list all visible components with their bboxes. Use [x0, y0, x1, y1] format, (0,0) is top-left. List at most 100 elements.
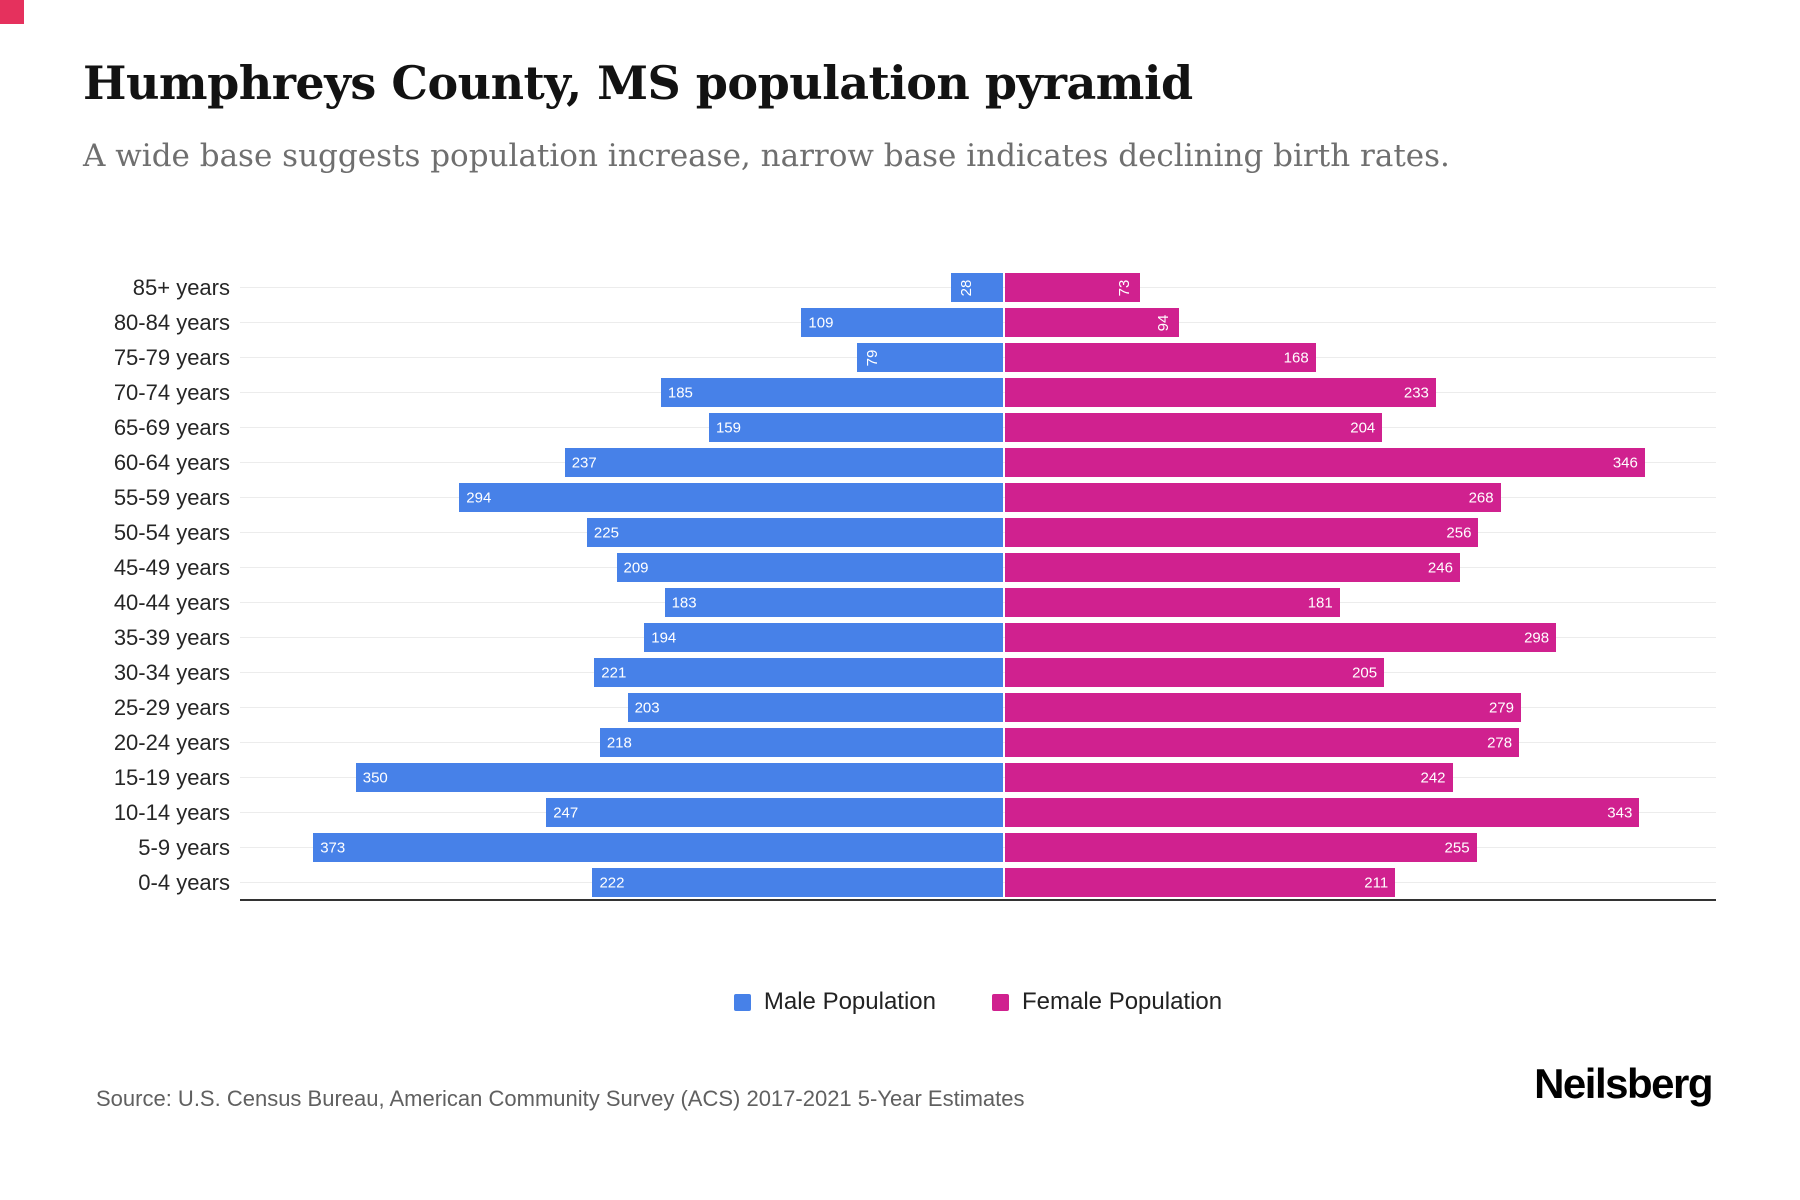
legend-item-male[interactable]: Male Population [733, 988, 936, 1016]
male-bar-value: 221 [601, 664, 627, 681]
age-group-label: 30-34 years [113, 660, 230, 685]
pyramid-rows: 28 73 109 94 79 168 185 233 159 204 237 346 294 268 22… [240, 270, 1716, 901]
x-axis-line [240, 899, 1716, 901]
male-legend-label: Male Population [763, 988, 936, 1015]
age-group-label: 15-19 years [113, 765, 230, 790]
female-bar-value: 343 [1607, 804, 1633, 821]
female-bar-value: 242 [1420, 769, 1446, 786]
male-bar-value: 79 [863, 349, 881, 366]
female-swatch-icon [992, 993, 1009, 1011]
male-bar[interactable]: 79 [856, 343, 1003, 372]
female-bar-value: 268 [1468, 489, 1494, 506]
male-bar[interactable]: 221 [594, 658, 1003, 687]
female-bar-value: 211 [1364, 874, 1389, 891]
pyramid-row: 185 233 [240, 375, 1716, 410]
female-bar[interactable]: 205 [1005, 658, 1385, 687]
age-group-label: 40-44 years [113, 590, 230, 615]
male-bar-value: 225 [593, 524, 619, 541]
age-group-label: 0-4 years [138, 870, 230, 895]
age-group-label: 5-9 years [138, 835, 230, 860]
male-bar[interactable]: 350 [355, 763, 1003, 792]
female-bar[interactable]: 278 [1005, 728, 1520, 757]
male-bar[interactable]: 28 [951, 273, 1003, 302]
corner-brand-mark [0, 0, 24, 24]
female-bar[interactable]: 204 [1005, 413, 1383, 442]
female-bar-value: 205 [1352, 664, 1378, 681]
male-bar-value: 350 [362, 769, 388, 786]
female-bar-value: 204 [1350, 419, 1376, 436]
male-bar-value: 209 [623, 559, 649, 576]
male-bar[interactable]: 194 [644, 623, 1003, 652]
female-bar[interactable]: 211 [1005, 868, 1396, 897]
male-bar-value: 203 [634, 699, 660, 716]
male-bar-value: 109 [808, 314, 834, 331]
source-attribution: Source: U.S. Census Bureau, American Com… [96, 1086, 1025, 1111]
male-bar[interactable]: 225 [586, 518, 1003, 547]
female-bar-value: 73 [1116, 279, 1133, 296]
male-bar[interactable]: 203 [627, 693, 1003, 722]
pyramid-row: 209 246 [240, 550, 1716, 585]
female-bar[interactable]: 268 [1005, 483, 1501, 512]
male-bar-value: 222 [599, 874, 625, 891]
female-bar-value: 94 [1154, 314, 1172, 331]
female-bar-value: 246 [1427, 559, 1453, 576]
age-group-label: 85+ years [132, 275, 230, 300]
pyramid-row: 222 211 [240, 865, 1716, 900]
male-bar[interactable]: 294 [459, 483, 1003, 512]
female-bar[interactable]: 233 [1005, 378, 1436, 407]
male-bar[interactable]: 209 [616, 553, 1003, 582]
neilsberg-logo[interactable]: Neilsberg [1534, 1060, 1713, 1107]
female-bar[interactable]: 242 [1005, 763, 1453, 792]
male-bar[interactable]: 373 [313, 833, 1003, 862]
pyramid-row: 28 73 [240, 270, 1716, 305]
male-bar[interactable]: 237 [564, 448, 1003, 477]
pyramid-row: 203 279 [240, 690, 1716, 725]
age-group-label: 10-14 years [113, 800, 230, 825]
male-bar[interactable]: 159 [708, 413, 1003, 442]
female-bar-value: 346 [1612, 454, 1638, 471]
male-bar-value: 159 [715, 419, 741, 436]
female-bar[interactable]: 346 [1005, 448, 1645, 477]
male-bar-value: 247 [553, 804, 579, 821]
pyramid-row: 159 204 [240, 410, 1716, 445]
female-bar-value: 298 [1524, 629, 1550, 646]
pyramid-row: 247 343 [240, 795, 1716, 830]
legend-item-female[interactable]: Female Population [992, 988, 1222, 1016]
pyramid-row: 218 278 [240, 725, 1716, 760]
female-bar[interactable]: 256 [1005, 518, 1479, 547]
male-bar-value: 237 [571, 454, 597, 471]
female-bar[interactable]: 279 [1005, 693, 1521, 722]
age-group-label: 70-74 years [113, 380, 230, 405]
male-bar[interactable]: 218 [599, 728, 1003, 757]
female-bar[interactable]: 343 [1005, 798, 1640, 827]
male-bar[interactable]: 109 [801, 308, 1003, 337]
age-group-label: 20-24 years [113, 730, 230, 755]
male-bar[interactable]: 185 [660, 378, 1003, 407]
pyramid-row: 79 168 [240, 340, 1716, 375]
female-bar[interactable]: 246 [1005, 553, 1460, 582]
female-bar-value: 255 [1444, 839, 1470, 856]
male-bar-value: 373 [320, 839, 346, 856]
legend: Male Population Female Population [240, 988, 1716, 1016]
male-bar-value: 294 [466, 489, 492, 506]
female-bar[interactable]: 94 [1005, 308, 1179, 337]
age-group-label: 50-54 years [113, 520, 230, 545]
male-bar[interactable]: 222 [592, 868, 1003, 897]
male-bar[interactable]: 183 [664, 588, 1003, 617]
female-bar-value: 256 [1446, 524, 1472, 541]
female-bar[interactable]: 168 [1005, 343, 1316, 372]
female-bar[interactable]: 181 [1005, 588, 1340, 617]
age-group-label: 25-29 years [113, 695, 230, 720]
pyramid-row: 109 94 [240, 305, 1716, 340]
female-bar[interactable]: 73 [1005, 273, 1140, 302]
male-bar-value: 185 [667, 384, 693, 401]
female-bar-value: 278 [1487, 734, 1513, 751]
age-group-label: 35-39 years [113, 625, 230, 650]
female-bar-value: 181 [1307, 594, 1333, 611]
pyramid-row: 237 346 [240, 445, 1716, 480]
female-bar[interactable]: 255 [1005, 833, 1477, 862]
female-bar-value: 233 [1403, 384, 1429, 401]
female-bar[interactable]: 298 [1005, 623, 1557, 652]
male-bar[interactable]: 247 [546, 798, 1003, 827]
female-legend-label: Female Population [1022, 988, 1223, 1015]
